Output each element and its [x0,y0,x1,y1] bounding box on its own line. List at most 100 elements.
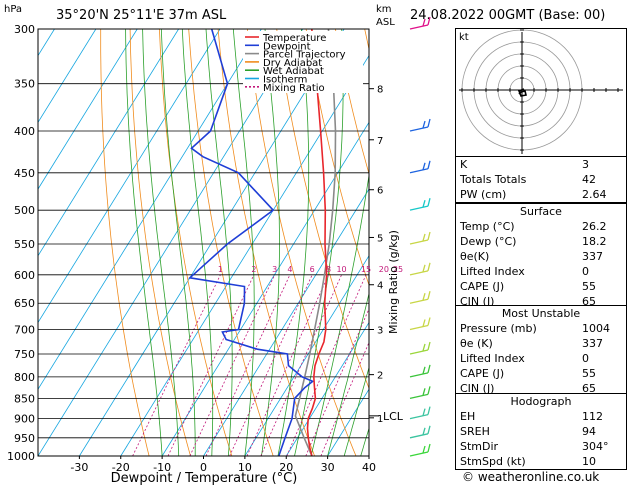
wind-barb-staff [409,126,429,132]
pressure-tick-label: 500 [14,204,35,217]
isotherm-line [79,29,345,456]
km-tick-label: 8 [377,85,383,96]
km-tick-label: 7 [377,136,383,147]
index-row-name: PW (cm) [460,188,507,201]
pressure-tick-label: 400 [14,125,35,138]
wind-barb-flag [422,427,426,435]
isotherm-line [38,29,304,456]
surface-table: Surface Temp (°C) 26.2 Dewp (°C) 18.2 θe(K) 3… [455,203,627,310]
wind-barb-flag [427,406,431,415]
wind-barb-flag [422,293,426,301]
isotherm-line [161,121,369,456]
pressure-tick-label: 300 [14,23,35,36]
km-tick-label: 4 [377,281,383,292]
mixing-ratio-label: 4 [287,265,292,274]
temperature-tick-label: -10 [153,461,171,474]
surface-row-name: Temp (°C) [460,220,515,233]
wind-barb-staff [409,372,429,378]
wind-barb-flag [427,118,431,128]
wind-barb-flag [422,199,426,208]
isotherm-line [38,29,179,257]
surface-row-value: 55 [582,280,596,293]
temperature-tick-label: 10 [238,461,252,474]
wind-barb-flag [422,366,426,375]
wind-barb-flag [422,445,426,454]
lcl-label: LCL [383,410,404,423]
mixing-ratio-axis-title: Mixing Ratio (g/kg) [387,230,400,334]
isotherm-line [244,255,369,456]
index-row: Totals Totals 42 [456,172,626,187]
datetime-label: 24.08.2022 00GMT (Base: 00) [410,8,606,23]
pressure-tick-label: 1000 [7,450,35,463]
surface-row: CIN (J) 65 [456,294,626,309]
wind-barb-staff [409,413,429,420]
dewpoint-line [188,29,315,456]
hpa-unit-label: hPa [4,4,23,15]
hodograph-table-row-name: StmSpd (kt) [460,455,526,468]
wind-barb-flag [427,262,431,271]
index-row-value: 2.64 [582,188,607,201]
surface-row-name: θe(K) [460,250,490,263]
wind-barb-flag [422,18,426,27]
wet-adiabat-line [343,366,369,456]
pressure-tick-label: 750 [14,348,35,361]
parcel-trajectory-line [294,29,337,456]
index-row-name: Totals Totals [460,173,527,186]
most-unstable-row-value: 1004 [582,322,610,335]
hodograph-frame [455,28,627,158]
temperature-line [306,29,328,456]
most-unstable-row-name: θe (K) [460,337,493,350]
mixing-ratio-label: 2 [251,265,256,274]
legend-label: Dry Adiabat [263,58,322,69]
most-unstable-row-name: Pressure (mb) [460,322,537,335]
wind-barb-flag [427,317,431,326]
temperature-tick-label: 40 [362,461,376,474]
pressure-tick-label: 850 [14,392,35,405]
wind-barb-staff [409,205,429,211]
legend-label: Wet Adiabat [263,66,324,77]
most-unstable-row: CIN (J) 65 [456,381,626,396]
hodograph-unit-label: kt [459,32,469,43]
hodograph-table-row-value: 112 [582,410,603,423]
surface-row: θe(K) 337 [456,249,626,264]
index-row-value: 42 [582,173,596,186]
mixing-ratio-label: 8 [326,265,331,274]
wet-adiabat-line [327,292,369,456]
wind-barb-flag [427,341,431,351]
hodograph-table-title: Hodograph [510,395,572,408]
hodograph-table-row-value: 94 [582,425,596,438]
hodograph-trace [517,88,527,97]
km-unit-label: km [376,4,392,15]
wet-adiabat-line [181,29,214,456]
mixing-ratio-label: 6 [310,265,315,274]
legend-label: Dewpoint [263,41,311,52]
mixing-ratio-label: 20 [379,265,389,274]
most-unstable-row: CAPE (J) 55 [456,366,626,381]
x-axis-title: Dewpoint / Temperature (°C) [111,471,298,486]
km-tick-label: 6 [377,186,383,197]
pressure-tick-label: 600 [14,269,35,282]
dry-adiabat-line [100,29,150,456]
mixing-ratio-label: 1 [218,265,223,274]
temperature-tick-label: 30 [321,461,335,474]
mixing-ratio-line [246,274,329,456]
wind-barb-flag [427,160,431,169]
surface-row-name: Dewp (°C) [460,235,517,248]
hodograph-table-row: SREH 94 [456,424,626,439]
pressure-tick-label: 550 [14,238,35,251]
copyright-label: © weatheronline.co.uk [462,470,600,484]
pressure-tick-label: 950 [14,432,35,445]
most-unstable-row-value: 337 [582,337,603,350]
surface-row-value: 65 [582,295,596,308]
isotherm-line [38,29,262,391]
pressure-tick-label: 650 [14,297,35,310]
wind-barb-staff [409,433,429,439]
most-unstable-title: Most Unstable [501,307,581,320]
wet-adiabat-line [160,29,196,456]
most-unstable-row-value: 0 [582,352,589,365]
wet-adiabat-line [125,29,163,456]
km-tick-label: 3 [377,326,383,337]
hodograph-table: Hodograph EH 112 SREH 94 StmDir 304° StmSpd (k… [455,393,627,470]
hodograph-table-row-value: 304° [582,440,609,453]
